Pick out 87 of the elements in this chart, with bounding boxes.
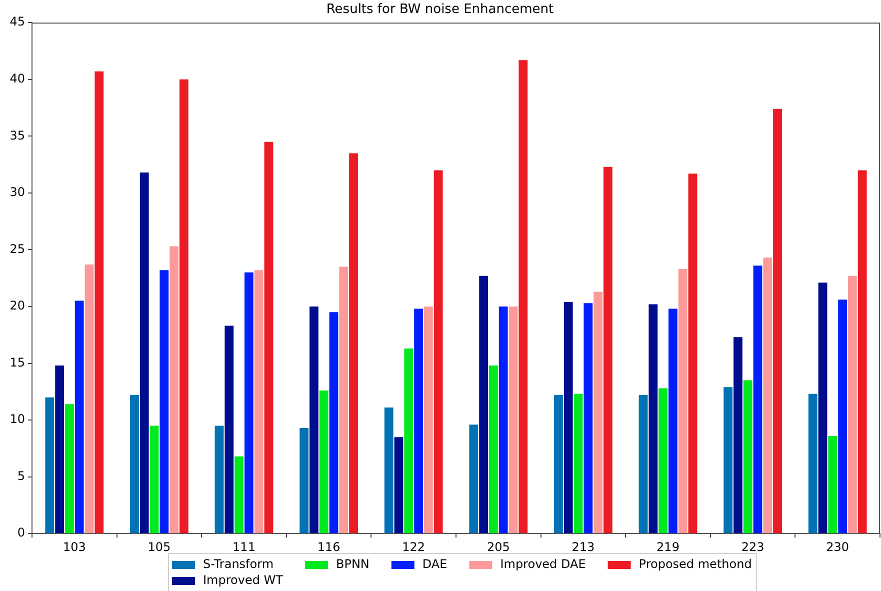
bar [858,170,867,534]
y-tick-label: 30 [10,185,25,200]
y-tick-label: 10 [10,412,25,426]
x-tick-label: 223 [741,540,764,554]
y-tick-label: 20 [10,298,25,313]
bar [65,404,74,534]
bar [310,306,318,534]
chart-title: Results for BW noise Enhancement [326,2,554,18]
bar [234,456,244,534]
bar [224,326,234,534]
bar [414,308,423,534]
legend-label: Proposed methond [638,557,752,572]
bar [584,303,593,534]
bar [518,60,528,534]
legend-label: DAE [422,557,448,572]
bar [743,380,752,534]
bar [678,269,688,534]
y-tick-label: 5 [17,468,25,483]
bar [74,300,84,534]
x-tick-label: 103 [62,540,86,554]
x-tick-label: 111 [232,540,256,554]
x-tick-label: 213 [572,540,595,554]
bar [763,258,772,534]
bar [254,270,264,534]
y-tick-label: 35 [10,128,25,142]
legend-label: S-Transform [203,557,274,572]
y-tick-label: 45 [10,14,25,29]
bar [214,426,224,534]
legend-label: Improved WT [203,573,284,588]
bar [658,388,668,534]
bar [724,387,733,534]
x-tick-label: 116 [317,540,340,554]
bar [384,408,394,534]
bar [319,390,328,534]
x-tick-label: 122 [402,540,426,554]
bar [688,174,698,534]
bar [434,170,443,534]
bar [244,272,254,534]
bar [773,108,782,534]
x-tick-label: 105 [148,540,171,554]
bar [753,266,762,534]
legend-label: BPNN [336,557,370,572]
bar [179,79,188,534]
y-tick-label: 15 [10,355,25,370]
y-tick-label: 25 [10,242,25,256]
bar [808,394,818,534]
bar [45,397,54,534]
bar [668,308,678,534]
bar [329,312,338,534]
bar [394,437,404,534]
bar [498,306,508,534]
bar [404,348,414,534]
bar [55,366,64,534]
bar [479,276,488,534]
bar [818,282,828,534]
bar [848,276,857,534]
bar [84,264,94,534]
bar [469,424,478,534]
bar [150,426,159,534]
bar [594,292,602,534]
bar [489,366,498,534]
bar [554,395,563,534]
bar [734,337,742,534]
x-tick-label: 219 [656,540,680,554]
bar [94,71,104,534]
bar [140,172,149,534]
bar [424,306,433,534]
bar [603,166,612,534]
y-tick-label: 0 [17,526,25,540]
bar [160,270,169,534]
x-tick-label: 230 [826,540,850,554]
bar [130,395,139,534]
bar [264,142,274,534]
bar [828,436,838,534]
bar [838,300,847,534]
bar [564,302,573,534]
y-tick-label: 40 [10,72,25,86]
bar [574,394,583,534]
bar [638,395,648,534]
x-tick-label: 205 [486,540,510,554]
bar [349,153,358,534]
legend-label: Improved DAE [500,557,586,572]
bar [508,306,518,534]
bar [648,304,658,534]
bar [170,246,178,534]
bar [300,428,309,534]
bar [339,266,348,534]
